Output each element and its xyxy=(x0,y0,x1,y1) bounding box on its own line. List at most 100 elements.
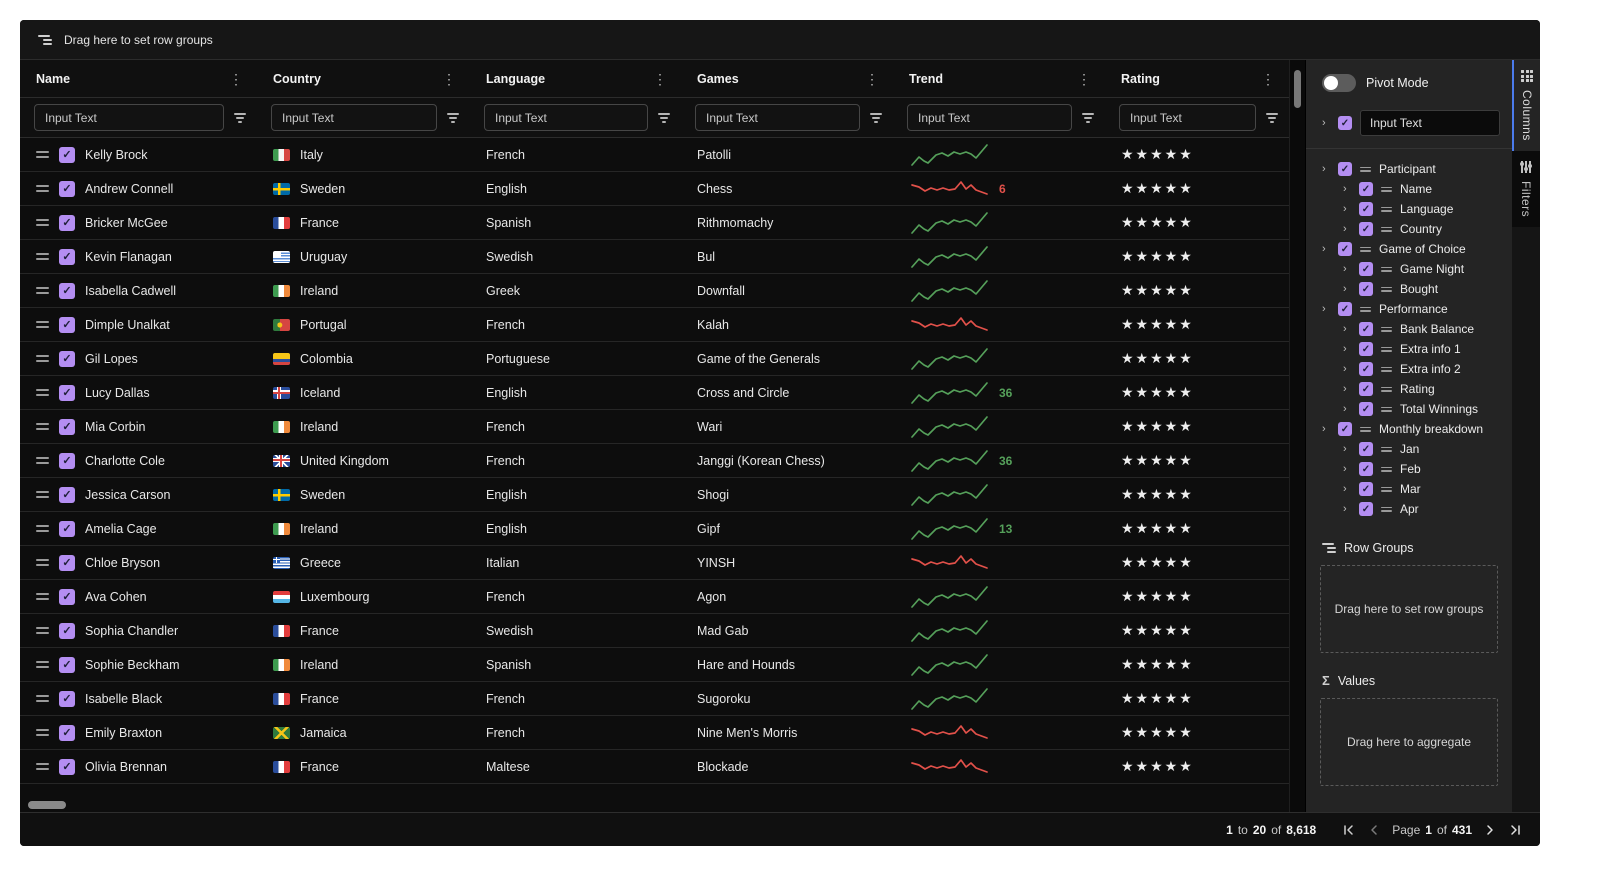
column-drag-handle-icon[interactable] xyxy=(1381,326,1392,332)
column-visibility-checkbox[interactable]: ✓ xyxy=(1338,422,1352,436)
column-visibility-checkbox[interactable]: ✓ xyxy=(1359,442,1373,456)
column-tree-item[interactable]: › ✓ Rating xyxy=(1322,379,1504,399)
vertical-scrollbar[interactable] xyxy=(1289,60,1305,812)
chevron-right-icon[interactable]: › xyxy=(1343,383,1347,395)
row-checkbox[interactable]: ✓ xyxy=(59,180,75,197)
row-drag-handle-icon[interactable] xyxy=(36,627,49,634)
row-drag-handle-icon[interactable] xyxy=(36,253,49,260)
row-checkbox[interactable]: ✓ xyxy=(59,656,75,673)
row-checkbox[interactable]: ✓ xyxy=(59,622,75,639)
row-group-drop-bar[interactable]: Drag here to set row groups xyxy=(20,20,1540,60)
column-tree-item[interactable]: › ✓ Total Winnings xyxy=(1322,399,1504,419)
column-visibility-checkbox[interactable]: ✓ xyxy=(1359,362,1373,376)
row-drag-handle-icon[interactable] xyxy=(36,729,49,736)
row-drag-handle-icon[interactable] xyxy=(36,321,49,328)
column-visibility-checkbox[interactable]: ✓ xyxy=(1338,162,1352,176)
table-row[interactable]: ✓ Amelia Cage Ireland English Gipf 13 ★★… xyxy=(20,512,1289,546)
column-drag-handle-icon[interactable] xyxy=(1381,346,1392,352)
last-page-button[interactable] xyxy=(1509,824,1522,836)
column-filter-input[interactable] xyxy=(695,104,860,131)
column-drag-handle-icon[interactable] xyxy=(1381,186,1392,192)
table-row[interactable]: ✓ Kevin Flanagan Uruguay Swedish Bul ★★★… xyxy=(20,240,1289,274)
table-row[interactable]: ✓ Isabella Cadwell Ireland Greek Downfal… xyxy=(20,274,1289,308)
chevron-right-icon[interactable]: › xyxy=(1343,443,1347,455)
row-checkbox[interactable]: ✓ xyxy=(59,452,75,469)
column-tree-item[interactable]: › ✓ Participant xyxy=(1322,159,1504,179)
table-row[interactable]: ✓ Andrew Connell Sweden English Chess 6 … xyxy=(20,172,1289,206)
column-tree-item[interactable]: › ✓ Performance xyxy=(1322,299,1504,319)
column-tree-item[interactable]: › ✓ Language xyxy=(1322,199,1504,219)
row-checkbox[interactable]: ✓ xyxy=(59,282,75,299)
column-tree-item[interactable]: › ✓ Mar xyxy=(1322,479,1504,499)
column-tree-item[interactable]: › ✓ Extra info 1 xyxy=(1322,339,1504,359)
row-drag-handle-icon[interactable] xyxy=(36,219,49,226)
row-drag-handle-icon[interactable] xyxy=(36,389,49,396)
row-checkbox[interactable]: ✓ xyxy=(59,554,75,571)
table-row[interactable]: ✓ Charlotte Cole United Kingdom French J… xyxy=(20,444,1289,478)
column-visibility-checkbox[interactable]: ✓ xyxy=(1359,182,1373,196)
table-row[interactable]: ✓ Mia Corbin Ireland French Wari ★★★★★ xyxy=(20,410,1289,444)
table-row[interactable]: ✓ Bricker McGee France Spanish Rithmomac… xyxy=(20,206,1289,240)
column-filter-input[interactable] xyxy=(484,104,648,131)
column-tree-item[interactable]: › ✓ Country xyxy=(1322,219,1504,239)
filter-funnel-icon[interactable] xyxy=(869,112,883,123)
column-header[interactable]: Games ⋮ xyxy=(681,60,893,97)
column-visibility-checkbox[interactable]: ✓ xyxy=(1359,402,1373,416)
table-row[interactable]: ✓ Jessica Carson Sweden English Shogi ★★… xyxy=(20,478,1289,512)
column-visibility-checkbox[interactable]: ✓ xyxy=(1359,502,1373,516)
table-row[interactable]: ✓ Ava Cohen Luxembourg French Agon ★★★★★ xyxy=(20,580,1289,614)
chevron-right-icon[interactable]: › xyxy=(1322,163,1326,175)
table-row[interactable]: ✓ Dimple Unalkat Portugal French Kalah ★… xyxy=(20,308,1289,342)
column-visibility-checkbox[interactable]: ✓ xyxy=(1359,382,1373,396)
filter-funnel-icon[interactable] xyxy=(1265,112,1279,123)
column-drag-handle-icon[interactable] xyxy=(1381,446,1392,452)
row-checkbox[interactable]: ✓ xyxy=(59,690,75,707)
column-visibility-checkbox[interactable]: ✓ xyxy=(1359,342,1373,356)
column-header[interactable]: Name ⋮ xyxy=(20,60,257,97)
table-row[interactable]: ✓ Emily Braxton Jamaica French Nine Men'… xyxy=(20,716,1289,750)
column-tree-item[interactable]: › ✓ Monthly breakdown xyxy=(1322,419,1504,439)
table-row[interactable]: ✓ Olivia Brennan France Maltese Blockade… xyxy=(20,750,1289,784)
chevron-right-icon[interactable]: › xyxy=(1343,343,1347,355)
chevron-right-icon[interactable]: › xyxy=(1343,203,1347,215)
row-drag-handle-icon[interactable] xyxy=(36,661,49,668)
expand-all-chevron-icon[interactable]: › xyxy=(1322,117,1326,129)
table-row[interactable]: ✓ Chloe Bryson Greece Italian YINSH ★★★★… xyxy=(20,546,1289,580)
chevron-right-icon[interactable]: › xyxy=(1343,363,1347,375)
column-tree-item[interactable]: › ✓ Feb xyxy=(1322,459,1504,479)
previous-page-button[interactable] xyxy=(1369,824,1378,836)
column-drag-handle-icon[interactable] xyxy=(1360,426,1371,432)
row-checkbox[interactable]: ✓ xyxy=(59,316,75,333)
column-visibility-checkbox[interactable]: ✓ xyxy=(1359,262,1373,276)
column-tree-item[interactable]: › ✓ Name xyxy=(1322,179,1504,199)
column-drag-handle-icon[interactable] xyxy=(1381,466,1392,472)
column-header[interactable]: Language ⋮ xyxy=(470,60,681,97)
column-search-input[interactable] xyxy=(1360,110,1500,136)
chevron-right-icon[interactable]: › xyxy=(1322,303,1326,315)
table-row[interactable]: ✓ Lucy Dallas Iceland English Cross and … xyxy=(20,376,1289,410)
vertical-scrollbar-thumb[interactable] xyxy=(1294,70,1301,108)
row-checkbox[interactable]: ✓ xyxy=(59,486,75,503)
row-drag-handle-icon[interactable] xyxy=(36,559,49,566)
column-drag-handle-icon[interactable] xyxy=(1360,246,1371,252)
row-checkbox[interactable]: ✓ xyxy=(59,758,75,775)
filter-funnel-icon[interactable] xyxy=(657,112,671,123)
row-checkbox[interactable]: ✓ xyxy=(59,146,75,163)
chevron-right-icon[interactable]: › xyxy=(1343,503,1347,515)
column-drag-handle-icon[interactable] xyxy=(1360,306,1371,312)
column-drag-handle-icon[interactable] xyxy=(1381,206,1392,212)
horizontal-scrollbar-thumb[interactable] xyxy=(28,801,66,809)
row-groups-dropzone[interactable]: Drag here to set row groups xyxy=(1320,565,1498,653)
filter-funnel-icon[interactable] xyxy=(233,112,247,123)
row-drag-handle-icon[interactable] xyxy=(36,355,49,362)
chevron-right-icon[interactable]: › xyxy=(1322,243,1326,255)
row-checkbox[interactable]: ✓ xyxy=(59,214,75,231)
column-drag-handle-icon[interactable] xyxy=(1381,406,1392,412)
column-menu-icon[interactable]: ⋮ xyxy=(1077,70,1091,87)
column-filter-input[interactable] xyxy=(271,104,437,131)
column-drag-handle-icon[interactable] xyxy=(1381,266,1392,272)
pivot-mode-toggle[interactable] xyxy=(1322,74,1356,92)
column-visibility-checkbox[interactable]: ✓ xyxy=(1359,322,1373,336)
row-checkbox[interactable]: ✓ xyxy=(59,588,75,605)
column-menu-icon[interactable]: ⋮ xyxy=(653,70,667,87)
